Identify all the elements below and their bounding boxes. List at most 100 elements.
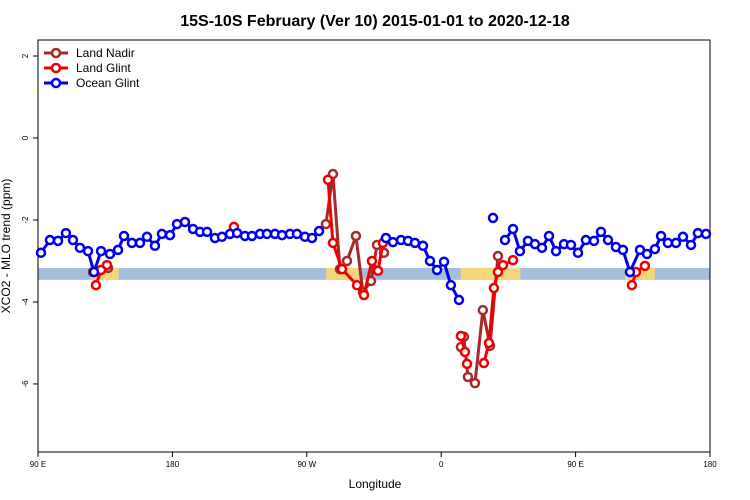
point (112, 244, 124, 256)
point (358, 289, 370, 301)
band-highlight (460, 267, 521, 280)
point (44, 234, 56, 246)
point (431, 264, 443, 276)
point (179, 216, 191, 228)
point (624, 266, 636, 278)
x-axis-label: Longitude (349, 477, 402, 491)
point (649, 243, 661, 255)
x-tick-label: 90 E (30, 460, 46, 469)
point (543, 230, 555, 242)
point (141, 231, 153, 243)
legend-marker (50, 47, 62, 59)
point (35, 247, 47, 259)
point (478, 357, 490, 369)
point (469, 377, 481, 389)
point (322, 174, 334, 186)
point (126, 237, 138, 249)
point (341, 255, 353, 267)
point (164, 229, 176, 241)
point (336, 263, 348, 275)
point (685, 239, 697, 251)
point (483, 337, 495, 349)
legend-label: Land Glint (76, 61, 131, 75)
point (104, 248, 116, 260)
chart-title: 15S-10S February (Ver 10) 2015-01-01 to … (180, 13, 570, 30)
point (514, 245, 526, 257)
point (134, 237, 146, 249)
point (461, 358, 473, 370)
y-tick-label: -6 (21, 380, 30, 388)
point (60, 227, 72, 239)
point (507, 254, 519, 266)
point (438, 256, 450, 268)
point (52, 235, 64, 247)
point (602, 234, 614, 246)
point (595, 226, 607, 238)
point (453, 294, 465, 306)
point (641, 248, 653, 260)
point (445, 279, 457, 291)
point (350, 230, 362, 242)
point (565, 239, 577, 251)
point (550, 245, 562, 257)
point (626, 279, 638, 291)
point (507, 223, 519, 235)
point (639, 260, 651, 272)
point (327, 237, 339, 249)
point (662, 237, 674, 249)
point (409, 237, 421, 249)
point (692, 227, 704, 239)
legend-label: Land Nadir (76, 46, 135, 60)
point (82, 245, 94, 257)
point (118, 230, 130, 242)
point (246, 230, 258, 242)
point (424, 255, 436, 267)
point (387, 236, 399, 248)
point (276, 229, 288, 241)
point (492, 250, 504, 262)
x-tick-label: 90 E (567, 460, 583, 469)
legend-marker (50, 62, 62, 74)
y-tick-label: 0 (21, 135, 30, 140)
point (488, 282, 500, 294)
point (88, 266, 100, 278)
point (306, 232, 318, 244)
x-tick-label: 0 (439, 460, 444, 469)
y-tick-label: -4 (21, 298, 30, 306)
point (320, 218, 332, 230)
point (201, 226, 213, 238)
point (417, 240, 429, 252)
y-axis-label: XCO2 - MLO trend (ppm) (0, 179, 13, 314)
point (670, 237, 682, 249)
point (462, 371, 474, 383)
point (655, 230, 667, 242)
point (497, 259, 509, 271)
point (313, 225, 325, 237)
point (572, 247, 584, 259)
point (216, 231, 228, 243)
point (617, 244, 629, 256)
point (459, 346, 471, 358)
point (487, 212, 499, 224)
point (90, 279, 102, 291)
plot-frame (37, 39, 711, 453)
point (536, 242, 548, 254)
y-tick-label: 2 (21, 53, 30, 58)
point (291, 228, 303, 240)
point (455, 330, 467, 342)
point (588, 235, 600, 247)
legend-label: Ocean Glint (76, 76, 140, 90)
point (700, 228, 712, 240)
point (95, 245, 107, 257)
point (372, 265, 384, 277)
point (366, 255, 378, 267)
point (149, 240, 161, 252)
point (580, 234, 592, 246)
legend-marker (50, 77, 62, 89)
point (261, 228, 273, 240)
point (74, 242, 86, 254)
point (101, 259, 113, 271)
x-tick-label: 90 W (297, 460, 316, 469)
point (677, 231, 689, 243)
